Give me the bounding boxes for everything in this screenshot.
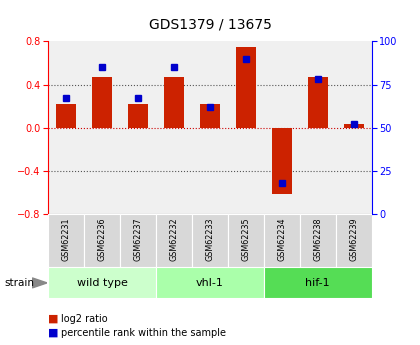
- Bar: [92, 77, 112, 128]
- Text: GSM62239: GSM62239: [349, 218, 358, 262]
- Text: vhl-1: vhl-1: [196, 278, 224, 288]
- Text: percentile rank within the sample: percentile rank within the sample: [61, 328, 226, 338]
- Bar: [344, 125, 364, 128]
- Bar: [236, 47, 256, 128]
- Bar: [264, 267, 372, 298]
- Bar: [164, 77, 184, 128]
- Text: GSM62238: GSM62238: [313, 218, 322, 261]
- Text: GDS1379 / 13675: GDS1379 / 13675: [149, 17, 271, 31]
- Text: GSM62237: GSM62237: [134, 218, 143, 262]
- Bar: [84, 214, 120, 267]
- Bar: [308, 77, 328, 128]
- Bar: [156, 267, 264, 298]
- Text: wild type: wild type: [77, 278, 128, 288]
- Bar: [300, 214, 336, 267]
- Text: ■: ■: [48, 314, 59, 324]
- Bar: [264, 214, 300, 267]
- Text: GSM62231: GSM62231: [62, 218, 71, 261]
- Bar: [48, 214, 84, 267]
- Text: GSM62234: GSM62234: [277, 218, 286, 261]
- Bar: [48, 267, 156, 298]
- Bar: [228, 214, 264, 267]
- Text: GSM62232: GSM62232: [170, 218, 178, 262]
- Text: GSM62236: GSM62236: [98, 218, 107, 261]
- Text: strain: strain: [4, 278, 34, 288]
- Text: GSM62235: GSM62235: [241, 218, 250, 262]
- Text: hif-1: hif-1: [305, 278, 330, 288]
- Text: GSM62233: GSM62233: [205, 218, 215, 261]
- Polygon shape: [32, 278, 47, 288]
- Text: ■: ■: [48, 328, 59, 338]
- Bar: [56, 104, 76, 128]
- Bar: [192, 214, 228, 267]
- Bar: [128, 104, 148, 128]
- Bar: [156, 214, 192, 267]
- Bar: [272, 128, 292, 195]
- Text: log2 ratio: log2 ratio: [61, 314, 108, 324]
- Bar: [200, 104, 220, 128]
- Bar: [120, 214, 156, 267]
- Bar: [336, 214, 372, 267]
